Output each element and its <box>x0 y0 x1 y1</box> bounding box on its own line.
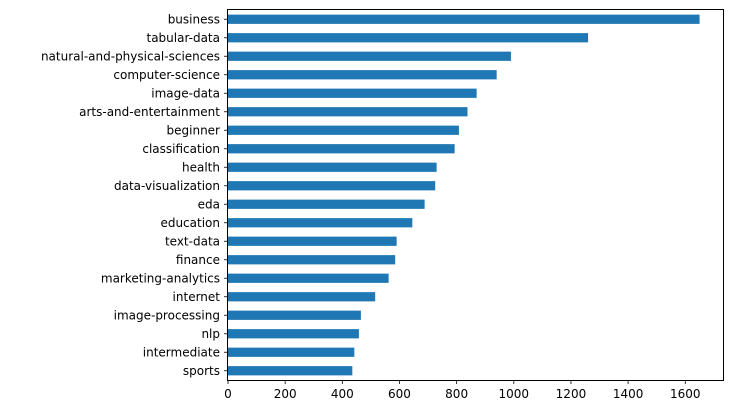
y-tick-label: education <box>160 216 220 230</box>
bar-beginner <box>228 125 459 135</box>
y-axis-ticks: business tabular-data natural-and-physical… <box>41 12 228 378</box>
plot-frame <box>227 9 724 381</box>
bar-eda <box>228 199 425 209</box>
x-tick-label: 600 <box>388 387 411 401</box>
y-tick-label: business <box>168 12 220 26</box>
bar-business <box>228 14 700 24</box>
bar-health <box>228 162 437 172</box>
bar-image-data <box>228 88 477 98</box>
y-tick-label: tabular-data <box>147 31 221 45</box>
bar-education <box>228 218 413 228</box>
bar-marketing-analytics <box>228 273 389 283</box>
bar-text-data <box>228 236 397 246</box>
y-tick-label: data-visualization <box>114 179 220 193</box>
bar-image-processing <box>228 310 361 320</box>
y-tick-label: health <box>182 160 220 174</box>
bar-internet <box>228 292 376 302</box>
bar-computer-science <box>228 70 497 80</box>
y-tick-label: sports <box>183 364 220 378</box>
y-tick-label: classification <box>142 142 220 156</box>
x-tick-label: 1000 <box>499 387 530 401</box>
x-tick-label: 0 <box>224 387 232 401</box>
bar-intermediate <box>228 347 355 357</box>
y-tick-label: computer-science <box>113 68 220 82</box>
x-tick-label: 400 <box>331 387 354 401</box>
bar-sports <box>228 366 353 376</box>
x-tick-label: 1200 <box>556 387 587 401</box>
y-tick-label: eda <box>198 197 220 211</box>
x-tick-label: 1600 <box>670 387 701 401</box>
x-tick-label: 800 <box>445 387 468 401</box>
x-tick-label: 1400 <box>613 387 644 401</box>
x-axis-ticks: 0 200 400 600 800 1000 1200 1400 1600 <box>224 380 701 401</box>
bar-nlp <box>228 329 359 339</box>
y-tick-label: arts-and-entertainment <box>79 105 220 119</box>
y-tick-label: text-data <box>165 234 220 248</box>
bar-classification <box>228 144 455 154</box>
bar-finance <box>228 255 396 265</box>
y-tick-label: image-data <box>151 86 220 100</box>
y-tick-label: marketing-analytics <box>101 271 220 285</box>
y-tick-label: beginner <box>167 123 221 137</box>
bar-natural-and-physical-sciences <box>228 51 511 61</box>
y-tick-label: internet <box>173 290 221 304</box>
y-tick-label: image-processing <box>114 308 220 322</box>
y-tick-label: natural-and-physical-sciences <box>41 49 220 63</box>
y-tick-label: nlp <box>201 327 220 341</box>
x-tick-label: 200 <box>274 387 297 401</box>
bar-arts-and-entertainment <box>228 107 468 117</box>
y-tick-label: intermediate <box>143 345 220 359</box>
y-tick-label: finance <box>176 253 220 267</box>
bar-tabular-data <box>228 33 589 43</box>
bar-data-visualization <box>228 181 436 191</box>
bars-group <box>228 14 700 376</box>
